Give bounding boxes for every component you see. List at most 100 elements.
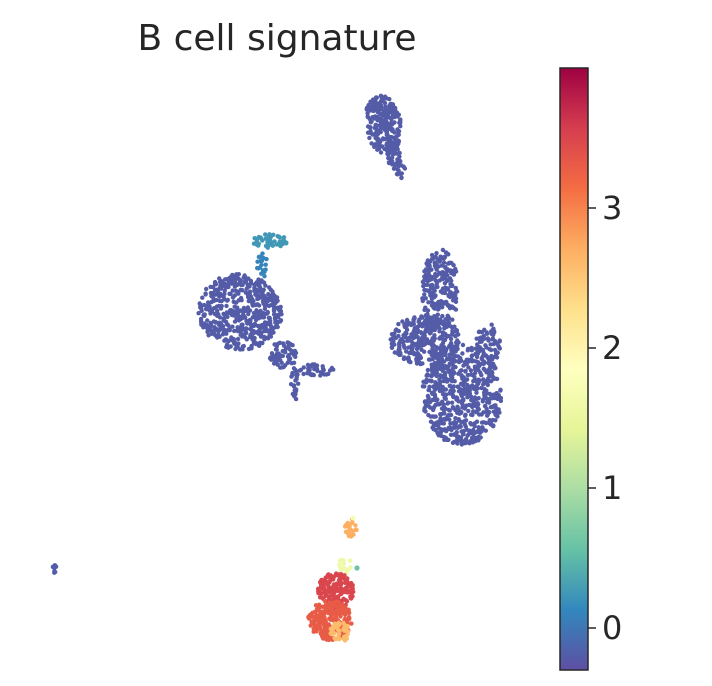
cluster-point-left bbox=[277, 307, 282, 312]
cluster-point-right bbox=[464, 361, 469, 367]
cluster-point-right bbox=[425, 258, 430, 263]
cluster-point-right bbox=[444, 324, 449, 330]
cluster-point-left bbox=[201, 312, 206, 318]
cluster-point-right bbox=[447, 361, 452, 366]
cluster-point-top bbox=[395, 147, 400, 152]
cluster-point-right bbox=[443, 287, 449, 292]
cluster-point-right bbox=[453, 285, 458, 291]
cluster-point-right bbox=[403, 335, 408, 340]
cluster-point-right bbox=[431, 286, 437, 291]
cluster-point-right bbox=[491, 354, 497, 360]
cluster-point-right bbox=[429, 352, 434, 358]
cluster-point-right bbox=[452, 420, 457, 425]
cluster-point-right bbox=[407, 350, 412, 356]
chart-title: B cell signature bbox=[137, 18, 416, 59]
cluster-point-top bbox=[387, 96, 392, 102]
cluster-point-right bbox=[422, 292, 427, 297]
cluster-point-left bbox=[225, 297, 230, 303]
cluster-point-right bbox=[456, 417, 461, 422]
cluster-point-top bbox=[394, 110, 400, 115]
cluster-point-top bbox=[396, 130, 401, 136]
cluster-point-right bbox=[472, 366, 478, 372]
cluster-point-left bbox=[257, 341, 262, 346]
cluster-point-top bbox=[391, 166, 397, 171]
cluster-point-right bbox=[433, 380, 438, 385]
cluster-point-right bbox=[396, 321, 401, 327]
cluster-point-right bbox=[432, 319, 437, 324]
cluster-point-left bbox=[250, 315, 255, 320]
cluster-point-left bbox=[277, 340, 283, 345]
cluster-point-right bbox=[490, 404, 495, 410]
cluster-point-left bbox=[257, 284, 263, 290]
cluster-point-top bbox=[396, 168, 401, 173]
cluster-point-left bbox=[197, 301, 202, 306]
cluster-point-bottom bbox=[342, 628, 347, 633]
cluster-point-right bbox=[440, 247, 446, 253]
cluster-point-bottom bbox=[319, 581, 325, 587]
cluster-point-upper-left bbox=[257, 265, 263, 270]
cluster-point-left bbox=[273, 300, 278, 306]
cluster-point-right bbox=[466, 408, 471, 414]
cluster-point-top bbox=[369, 119, 374, 124]
cluster-point-bottom bbox=[329, 608, 334, 614]
cluster-point-left bbox=[232, 328, 237, 334]
cluster-point-right bbox=[440, 330, 446, 335]
cluster-point-right bbox=[453, 349, 458, 354]
cluster-point-right bbox=[435, 397, 440, 402]
cluster-point-left bbox=[254, 287, 259, 293]
cluster-point-right bbox=[483, 420, 489, 426]
cluster-point-right bbox=[438, 416, 443, 421]
cluster-point-right bbox=[495, 350, 500, 355]
cluster-point-top bbox=[391, 142, 397, 147]
cluster-point-right bbox=[474, 410, 479, 415]
cluster-point-right bbox=[458, 435, 464, 440]
cluster-point-right bbox=[451, 305, 456, 311]
cluster-point-right bbox=[482, 403, 488, 409]
cluster-point-upper-left bbox=[267, 232, 272, 237]
cluster-point-right bbox=[445, 401, 450, 406]
colorbar-gradient bbox=[559, 67, 589, 671]
cluster-point-right bbox=[493, 418, 498, 423]
cluster-point-bottom bbox=[349, 534, 354, 539]
cluster-point-left bbox=[285, 340, 290, 345]
cluster-point-right bbox=[460, 342, 466, 348]
cluster-point-left bbox=[222, 288, 227, 293]
cluster-point-right bbox=[422, 333, 427, 338]
cluster-point-right bbox=[472, 401, 478, 406]
cluster-point-right bbox=[398, 352, 403, 357]
cluster-point-left bbox=[298, 367, 304, 373]
cluster-point-right bbox=[414, 341, 419, 346]
cluster-point-right bbox=[497, 338, 502, 343]
cluster-point-right bbox=[437, 259, 442, 264]
cluster-point-right bbox=[437, 377, 442, 382]
cluster-point-top bbox=[398, 171, 403, 176]
cluster-point-bottom bbox=[342, 566, 347, 571]
cluster-point-right bbox=[434, 345, 439, 350]
cluster-point-right bbox=[424, 329, 429, 334]
cluster-point-top bbox=[376, 145, 382, 151]
cluster-point-bottom bbox=[342, 635, 347, 640]
cluster-point-right bbox=[409, 339, 414, 344]
cluster-point-right bbox=[467, 428, 472, 433]
cluster-point-upper-left bbox=[280, 239, 285, 244]
cluster-point-right bbox=[445, 313, 450, 318]
cluster-point-right bbox=[498, 398, 504, 404]
cluster-point-right bbox=[437, 329, 442, 334]
cluster-point-right bbox=[487, 391, 493, 397]
cluster-point-bottom bbox=[346, 615, 352, 620]
cluster-point-right bbox=[476, 367, 481, 373]
cluster-point-right bbox=[449, 332, 455, 337]
cluster-point-right bbox=[489, 322, 494, 327]
cluster-point-right bbox=[437, 270, 442, 275]
cluster-point-right bbox=[456, 359, 462, 365]
cluster-point-right bbox=[440, 276, 446, 282]
cluster-point-right bbox=[450, 392, 455, 397]
cluster-point-left bbox=[265, 309, 270, 315]
cluster-point-right bbox=[415, 358, 421, 363]
cluster-point-left bbox=[238, 295, 244, 301]
cluster-point-top bbox=[374, 105, 380, 111]
cluster-point-bottom bbox=[332, 603, 338, 608]
cluster-point-right bbox=[424, 373, 429, 378]
cluster-point-bottom bbox=[342, 612, 348, 617]
cluster-point-upper-left bbox=[259, 259, 264, 264]
